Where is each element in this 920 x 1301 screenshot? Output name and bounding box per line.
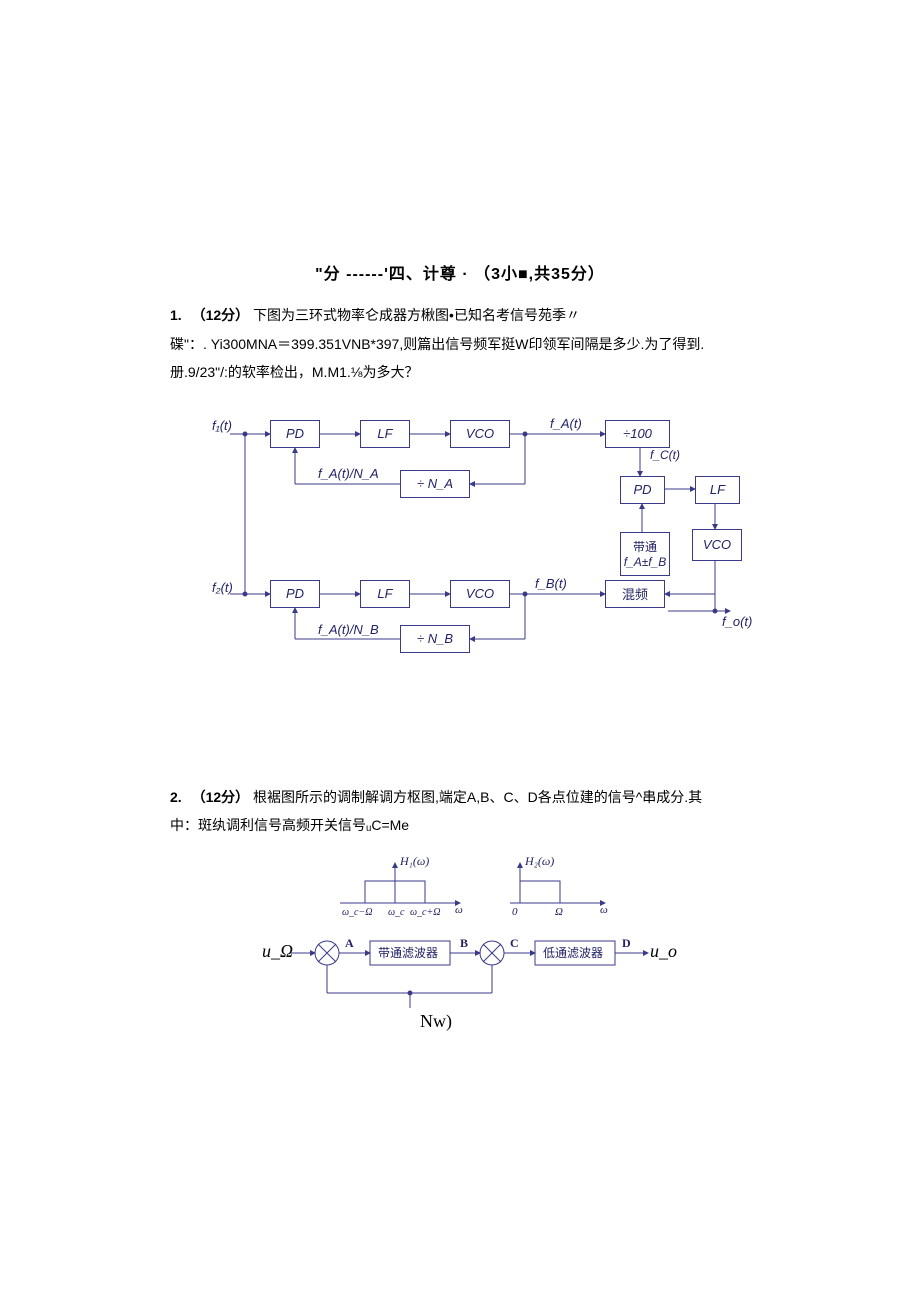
fig1-divNB: ÷ N_B [400, 625, 470, 653]
fig2-H2: H₂(ω) [524, 854, 554, 868]
fig1-faNa: f_A(t)/N_A [318, 466, 379, 481]
fig1-fot: f_o(t) [722, 614, 752, 629]
q2-line2: 中：斑纨调利信号高频开关信号ᵤC=Me [170, 812, 750, 839]
q2-figure: H₁(ω) H₂(ω) ω_c−Ω ω_c ω_c+Ω ω 0 Ω ω A B … [260, 853, 660, 1038]
fig1-fBt: f_B(t) [535, 576, 567, 591]
fig1-divNA: ÷ N_A [400, 470, 470, 498]
fig1-vco-right: VCO [692, 529, 742, 561]
q1-line1-rest: 下图为三环式物率仑成器方楸图•已知名考信号苑季〃 [253, 307, 580, 323]
fig1-fCt: f_C(t) [650, 448, 680, 462]
fig2-H1: H₁(ω) [399, 854, 429, 868]
fig2-wcplus: ω_c+Ω [410, 907, 440, 918]
fig1-mixer: 混频 [605, 580, 665, 608]
fig2-Omega: Ω [555, 906, 563, 918]
fig1-pd-right: PD [620, 476, 665, 504]
fig2-zero: 0 [512, 906, 518, 918]
fig2-uo: u_o [650, 941, 677, 962]
fig1-bandpass-l2: f_A±f_B [624, 555, 667, 569]
q2-line1-rest: 根裾图所示的调制解调方枢图,端定A,B、C、D各点位建的信号^串成分.其 [253, 789, 702, 805]
section-title: "分 ------'四、计尊 · （3小■,共35分） [170, 260, 750, 284]
fig2-bandpass-text: 带通滤波器 [378, 946, 438, 960]
q2-points: （12分） [192, 789, 250, 805]
fig1-vco-top: VCO [450, 420, 510, 448]
fig1-pd-bot: PD [270, 580, 320, 608]
fig1-bandpass-l1: 带通 [633, 538, 657, 555]
q1-line3: 册.9/23"/:的软率检出，M.M1.⅛为多大？ [170, 359, 750, 386]
fig2-omega1: ω [455, 904, 463, 916]
q1-line2: 碟"：. Yi300MNA＝399.351VNB*397,则篇出信号频军挺W印领… [170, 331, 750, 358]
fig1-f2t: f₂(t) [212, 580, 233, 595]
fig2-uOmega: u_Ω [262, 941, 293, 962]
fig1-lf-right: LF [695, 476, 740, 504]
fig1-container: f₁(t) f₂(t) f_A(t) f_B(t) f_A(t)/N_A f_A… [210, 404, 750, 664]
fig2-wcminus: ω_c−Ω [342, 907, 372, 918]
fig2-C: C [510, 936, 519, 950]
q1-figure: f₁(t) f₂(t) f_A(t) f_B(t) f_A(t)/N_A f_A… [210, 404, 750, 664]
fig1-lf-bot: LF [360, 580, 410, 608]
q1-number: 1. [170, 307, 182, 323]
fig1-bandpass: 带通 f_A±f_B [620, 532, 670, 576]
fig2-nw: Nw) [420, 1011, 452, 1032]
fig2-svg: H₁(ω) H₂(ω) ω_c−Ω ω_c ω_c+Ω ω 0 Ω ω A B … [260, 853, 660, 1013]
fig1-vco-bot: VCO [450, 580, 510, 608]
q2-line1: 2. （12分） 根裾图所示的调制解调方枢图,端定A,B、C、D各点位建的信号^… [170, 784, 750, 811]
fig1-div100: ÷100 [605, 420, 670, 448]
q1-points: （12分） [192, 307, 250, 323]
fig1-faNb: f_A(t)/N_B [318, 622, 379, 637]
fig1-fAt: f_A(t) [550, 416, 582, 431]
fig1-lf-top: LF [360, 420, 410, 448]
fig2-B: B [460, 936, 468, 950]
fig2-lowpass-text: 低通滤波器 [543, 946, 603, 960]
page: "分 ------'四、计尊 · （3小■,共35分） 1. （12分） 下图为… [0, 0, 920, 1098]
fig2-D: D [622, 936, 631, 950]
q1-line1: 1. （12分） 下图为三环式物率仑成器方楸图•已知名考信号苑季〃 [170, 302, 750, 329]
fig2-wc: ω_c [388, 907, 405, 918]
fig1-f1t: f₁(t) [212, 418, 232, 433]
q2-number: 2. [170, 789, 182, 805]
fig2-omega2: ω [600, 904, 608, 916]
fig1-pd-top: PD [270, 420, 320, 448]
fig2-A: A [345, 936, 354, 950]
